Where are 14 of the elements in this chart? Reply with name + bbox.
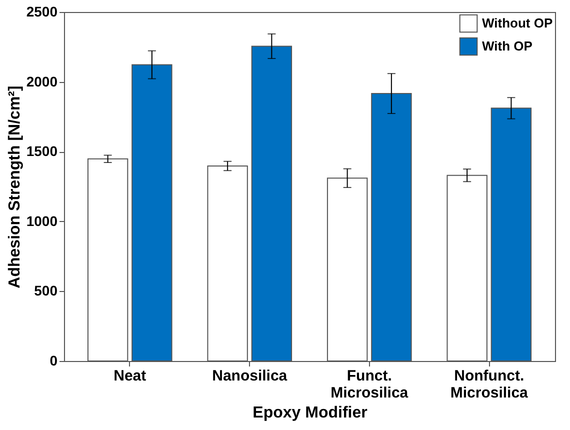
x-axis-title: Epoxy Modifier [252,404,368,422]
x-tick-label: Nanosilica [212,368,288,384]
y-tick-label: 0 [50,352,58,368]
y-tick-label: 2500 [26,4,58,20]
y-axis-title: Adhesion Strength [N/cm²] [6,86,24,288]
x-tick-label: Nonfunct. Microsilica [450,368,529,402]
y-tick-label: 500 [34,282,58,299]
y-tick-label: 1500 [26,143,58,160]
x-tick-label: Funct. Microsilica [330,368,409,402]
legend-label: With OP [482,38,533,54]
y-tick-label: 2000 [26,73,58,90]
y-tick-label: 1000 [26,212,58,229]
x-tick-label: Neat [114,368,146,384]
legend-label: Without OP [482,16,553,30]
